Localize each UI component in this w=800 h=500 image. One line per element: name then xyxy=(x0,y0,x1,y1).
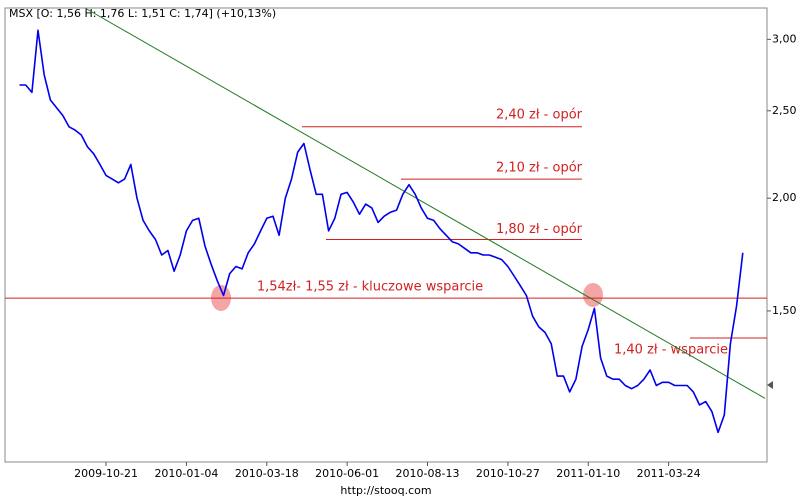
chart-title: MSX [O: 1,56 H: 1,76 L: 1,51 C: 1,74] (+… xyxy=(9,7,276,20)
y-tick-label: 2,00 xyxy=(772,191,797,204)
price-line xyxy=(19,29,744,434)
x-tick-label: 2010-08-13 xyxy=(396,467,460,480)
annotation: 2,10 zł - opór xyxy=(496,161,583,176)
footer: http://stooq.com xyxy=(340,484,431,497)
annotation: 1,40 zł - wsparcie xyxy=(614,342,728,357)
trend-line xyxy=(84,7,766,399)
x-tick-label: 2010-01-04 xyxy=(154,467,218,480)
x-tick-label: 2010-10-27 xyxy=(476,467,540,480)
y-tick-label: 1,50 xyxy=(772,304,797,317)
x-tick-label: 2011-03-24 xyxy=(637,467,701,480)
x-tick-label: 2009-10-21 xyxy=(74,467,138,480)
y-tick-label: 2,50 xyxy=(772,104,797,117)
annotation: 2,40 zł - opór xyxy=(496,107,583,122)
highlight xyxy=(583,283,603,307)
annotation: 1,54zł- 1,55 zł - kluczowe wsparcie xyxy=(257,280,483,295)
x-tick-label: 2011-01-10 xyxy=(556,467,620,480)
x-tick-label: 2010-06-01 xyxy=(315,467,379,480)
y-tick-label: 3,00 xyxy=(772,32,797,45)
plot-frame xyxy=(4,7,768,463)
annotation: 1,80 zł - opór xyxy=(496,222,583,237)
axis-marker xyxy=(767,381,773,389)
x-tick-label: 2010-03-18 xyxy=(235,467,299,480)
